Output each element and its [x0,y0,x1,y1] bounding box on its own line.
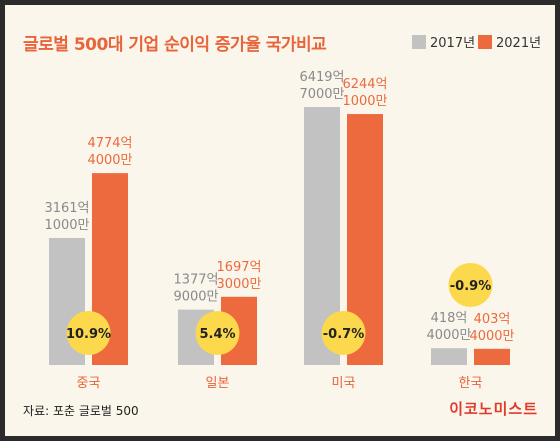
category-label-1: 일본 [206,376,230,391]
growth-label-2: -0.7% [323,327,364,342]
growth-label-0: 10.9% [66,327,111,342]
legend-item-2017: 2017년 [412,32,475,51]
legend-label-2021: 2021년 [496,36,542,51]
legend-swatch-gray [412,34,426,49]
value-label-2021-0: 4774억 4000만 [87,136,132,168]
legend-item-2021: 2021년 [478,32,541,51]
source-note: 자료: 포춘 글로벌 500 [23,404,139,418]
publisher-logo: 이코노미스트 [449,400,538,418]
category-label-2: 미국 [332,376,356,391]
growth-label-3: -0.9% [450,279,491,294]
growth-label-1: 5.4% [199,327,235,342]
growth-badge-3 [448,263,493,307]
value-label-2021-3: 403억 4000만 [469,312,514,344]
legend-swatch-orange [478,34,492,49]
growth-badge-1 [195,311,240,355]
category-label-0: 중국 [77,376,101,391]
bar-2017-3 [431,348,467,365]
value-label-2017-0: 3161억 1000만 [44,201,89,233]
growth-badge-2 [321,311,366,355]
value-label-2017-1: 1377억 9000만 [173,273,218,305]
growth-badge-0 [66,311,111,355]
legend-label-2017: 2017년 [430,36,476,51]
bar-2021-3 [474,348,510,365]
value-label-2017-2: 6419억 7000만 [299,70,344,102]
value-label-2021-1: 1697억 3000만 [216,260,261,292]
value-label-2017-3: 418억 4000만 [426,311,471,343]
category-label-3: 한국 [459,376,483,391]
value-label-2021-2: 6244억 1000만 [342,77,387,109]
chart-title: 글로벌 500대 기업 순이익 증가율 국가비교 [23,35,327,55]
